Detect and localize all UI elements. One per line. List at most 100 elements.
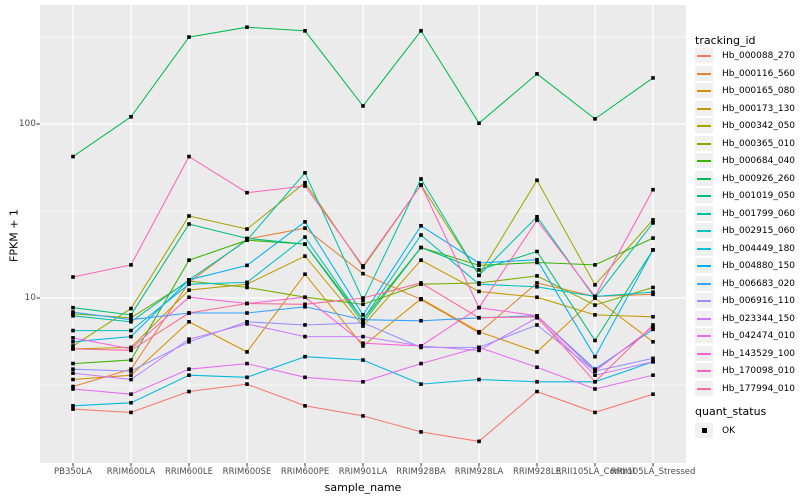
data-point xyxy=(303,242,307,246)
data-point xyxy=(245,301,249,306)
data-point xyxy=(245,282,249,287)
legend-key-line xyxy=(697,195,711,197)
data-point xyxy=(71,384,75,389)
data-point xyxy=(129,328,133,333)
data-point xyxy=(651,323,655,327)
data-point xyxy=(187,35,191,39)
data-point xyxy=(245,382,249,386)
data-point xyxy=(535,257,539,262)
data-point xyxy=(71,347,75,351)
legend-label: Hb_006916_110 xyxy=(722,296,796,306)
legend-key-swatch xyxy=(695,100,713,116)
data-point xyxy=(361,379,365,384)
legend-key-swatch xyxy=(695,223,713,238)
data-point xyxy=(361,298,365,303)
legend-label: Hb_000116_560 xyxy=(722,68,796,79)
data-point xyxy=(71,344,75,348)
data-point xyxy=(71,340,75,344)
data-point xyxy=(187,288,191,292)
legend-key-line xyxy=(697,142,711,145)
data-point xyxy=(187,258,191,262)
data-point xyxy=(303,323,307,327)
data-point xyxy=(71,275,75,279)
legend-key-line xyxy=(697,125,711,127)
data-point xyxy=(71,361,75,366)
data-point xyxy=(245,263,249,268)
data-point xyxy=(651,356,655,361)
data-point xyxy=(361,104,365,108)
data-point xyxy=(477,315,481,320)
data-point xyxy=(651,392,655,396)
data-point xyxy=(187,222,191,226)
data-point xyxy=(129,114,133,119)
legend-key-line xyxy=(697,107,711,110)
data-point xyxy=(593,354,597,359)
data-point xyxy=(361,296,365,300)
legend-key-line xyxy=(697,300,711,302)
data-point xyxy=(651,359,655,364)
data-point xyxy=(593,313,597,317)
legend-label: Hb_000926_260 xyxy=(722,173,796,184)
data-point xyxy=(245,361,249,366)
data-point xyxy=(477,273,481,278)
data-point xyxy=(71,371,75,375)
data-point xyxy=(419,296,423,301)
data-point xyxy=(651,221,655,225)
data-point xyxy=(303,295,307,300)
data-point xyxy=(535,323,539,327)
data-point xyxy=(477,289,481,294)
data-point xyxy=(361,302,365,307)
data-point xyxy=(535,214,539,219)
data-point xyxy=(71,407,75,411)
data-point xyxy=(303,305,307,309)
data-point xyxy=(651,373,655,378)
data-point xyxy=(71,310,75,314)
legend-label: Hb_002915_060 xyxy=(722,226,796,236)
data-point xyxy=(361,313,365,317)
data-point xyxy=(651,218,655,222)
legend-key-line xyxy=(697,230,711,232)
data-point xyxy=(535,295,539,300)
data-point xyxy=(593,294,597,299)
y-tick-label: 100 xyxy=(18,118,36,129)
legend-key-line xyxy=(697,282,711,285)
data-point xyxy=(477,345,481,350)
data-point xyxy=(129,369,133,373)
data-point xyxy=(187,337,191,341)
legend-label: Hb_023344_150 xyxy=(722,313,796,324)
data-point xyxy=(129,319,133,324)
x-axis-title: sample_name xyxy=(324,481,402,494)
data-point xyxy=(361,317,365,322)
legend-key-line xyxy=(697,55,711,57)
data-point xyxy=(129,400,133,405)
legend-key-line xyxy=(697,177,711,180)
data-point xyxy=(651,187,655,192)
data-point xyxy=(535,389,539,394)
data-point xyxy=(651,327,655,332)
legend-key-swatch xyxy=(695,328,713,343)
data-point xyxy=(535,260,539,265)
legend-key-swatch xyxy=(695,293,713,308)
data-point xyxy=(593,387,597,391)
legend-key-swatch xyxy=(695,363,713,378)
legend-key-line xyxy=(697,387,711,390)
data-point xyxy=(651,325,655,329)
data-point xyxy=(593,367,597,371)
data-point xyxy=(187,340,191,344)
data-point xyxy=(245,322,249,326)
data-point xyxy=(187,214,191,218)
data-point xyxy=(129,263,133,267)
data-point xyxy=(361,264,365,268)
data-point xyxy=(187,367,191,371)
data-point xyxy=(303,180,307,185)
data-point xyxy=(71,387,75,391)
data-point xyxy=(129,313,133,317)
data-point xyxy=(303,184,307,188)
data-point xyxy=(477,348,481,353)
data-point xyxy=(419,361,423,366)
data-point xyxy=(361,271,365,276)
legend-label: Hb_000088_270 xyxy=(722,51,796,61)
data-point xyxy=(71,336,75,340)
data-point xyxy=(129,392,133,396)
